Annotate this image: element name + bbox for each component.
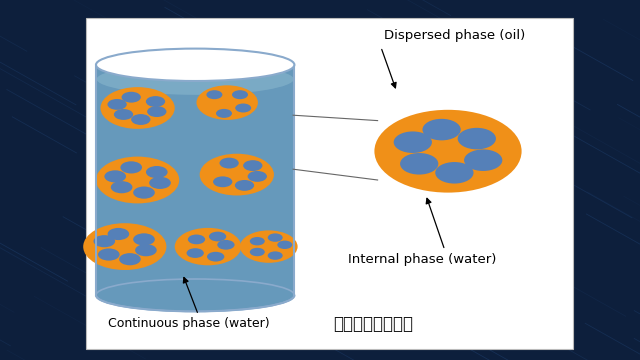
Ellipse shape: [96, 63, 294, 95]
Circle shape: [213, 176, 232, 187]
Circle shape: [104, 170, 126, 183]
Circle shape: [236, 104, 251, 112]
Ellipse shape: [96, 279, 294, 311]
Circle shape: [422, 119, 461, 140]
Circle shape: [186, 248, 204, 258]
Circle shape: [217, 240, 235, 250]
Circle shape: [232, 90, 248, 99]
Circle shape: [96, 157, 179, 203]
Circle shape: [135, 244, 157, 256]
Circle shape: [119, 253, 141, 265]
Circle shape: [196, 85, 258, 120]
Circle shape: [149, 177, 171, 189]
Circle shape: [133, 186, 155, 199]
Circle shape: [248, 171, 267, 182]
Circle shape: [250, 237, 265, 246]
Circle shape: [120, 161, 142, 174]
Circle shape: [188, 234, 205, 244]
Circle shape: [464, 149, 502, 171]
Circle shape: [98, 248, 120, 261]
Circle shape: [131, 114, 150, 125]
Circle shape: [277, 240, 292, 249]
Text: 二代技术苗的时候: 二代技术苗的时候: [333, 315, 413, 333]
Circle shape: [114, 109, 133, 120]
Circle shape: [100, 87, 175, 129]
Circle shape: [435, 162, 474, 184]
Circle shape: [200, 154, 274, 195]
Text: Continuous phase (water): Continuous phase (water): [108, 318, 269, 330]
Circle shape: [458, 128, 496, 149]
Circle shape: [220, 158, 239, 168]
Text: Dispersed phase (oil): Dispersed phase (oil): [384, 30, 525, 42]
Circle shape: [207, 90, 222, 99]
Circle shape: [268, 233, 283, 242]
Text: Internal phase (water): Internal phase (water): [348, 253, 497, 266]
Circle shape: [243, 160, 262, 171]
Circle shape: [133, 233, 155, 246]
Ellipse shape: [96, 49, 294, 81]
Circle shape: [374, 110, 522, 193]
Circle shape: [209, 231, 227, 242]
Circle shape: [146, 96, 165, 107]
Circle shape: [108, 228, 129, 240]
Circle shape: [240, 230, 298, 263]
Circle shape: [175, 228, 241, 265]
Circle shape: [111, 181, 132, 193]
Circle shape: [400, 153, 438, 175]
Circle shape: [268, 251, 283, 260]
Circle shape: [93, 235, 115, 247]
Circle shape: [235, 180, 254, 191]
Circle shape: [83, 223, 166, 270]
Bar: [96, 65, 294, 295]
Circle shape: [108, 99, 127, 110]
Circle shape: [122, 92, 141, 103]
Circle shape: [146, 166, 168, 178]
Circle shape: [147, 106, 166, 117]
Circle shape: [394, 131, 432, 153]
Circle shape: [207, 252, 225, 262]
Circle shape: [216, 109, 232, 118]
Bar: [86, 18, 573, 349]
Circle shape: [250, 248, 265, 256]
